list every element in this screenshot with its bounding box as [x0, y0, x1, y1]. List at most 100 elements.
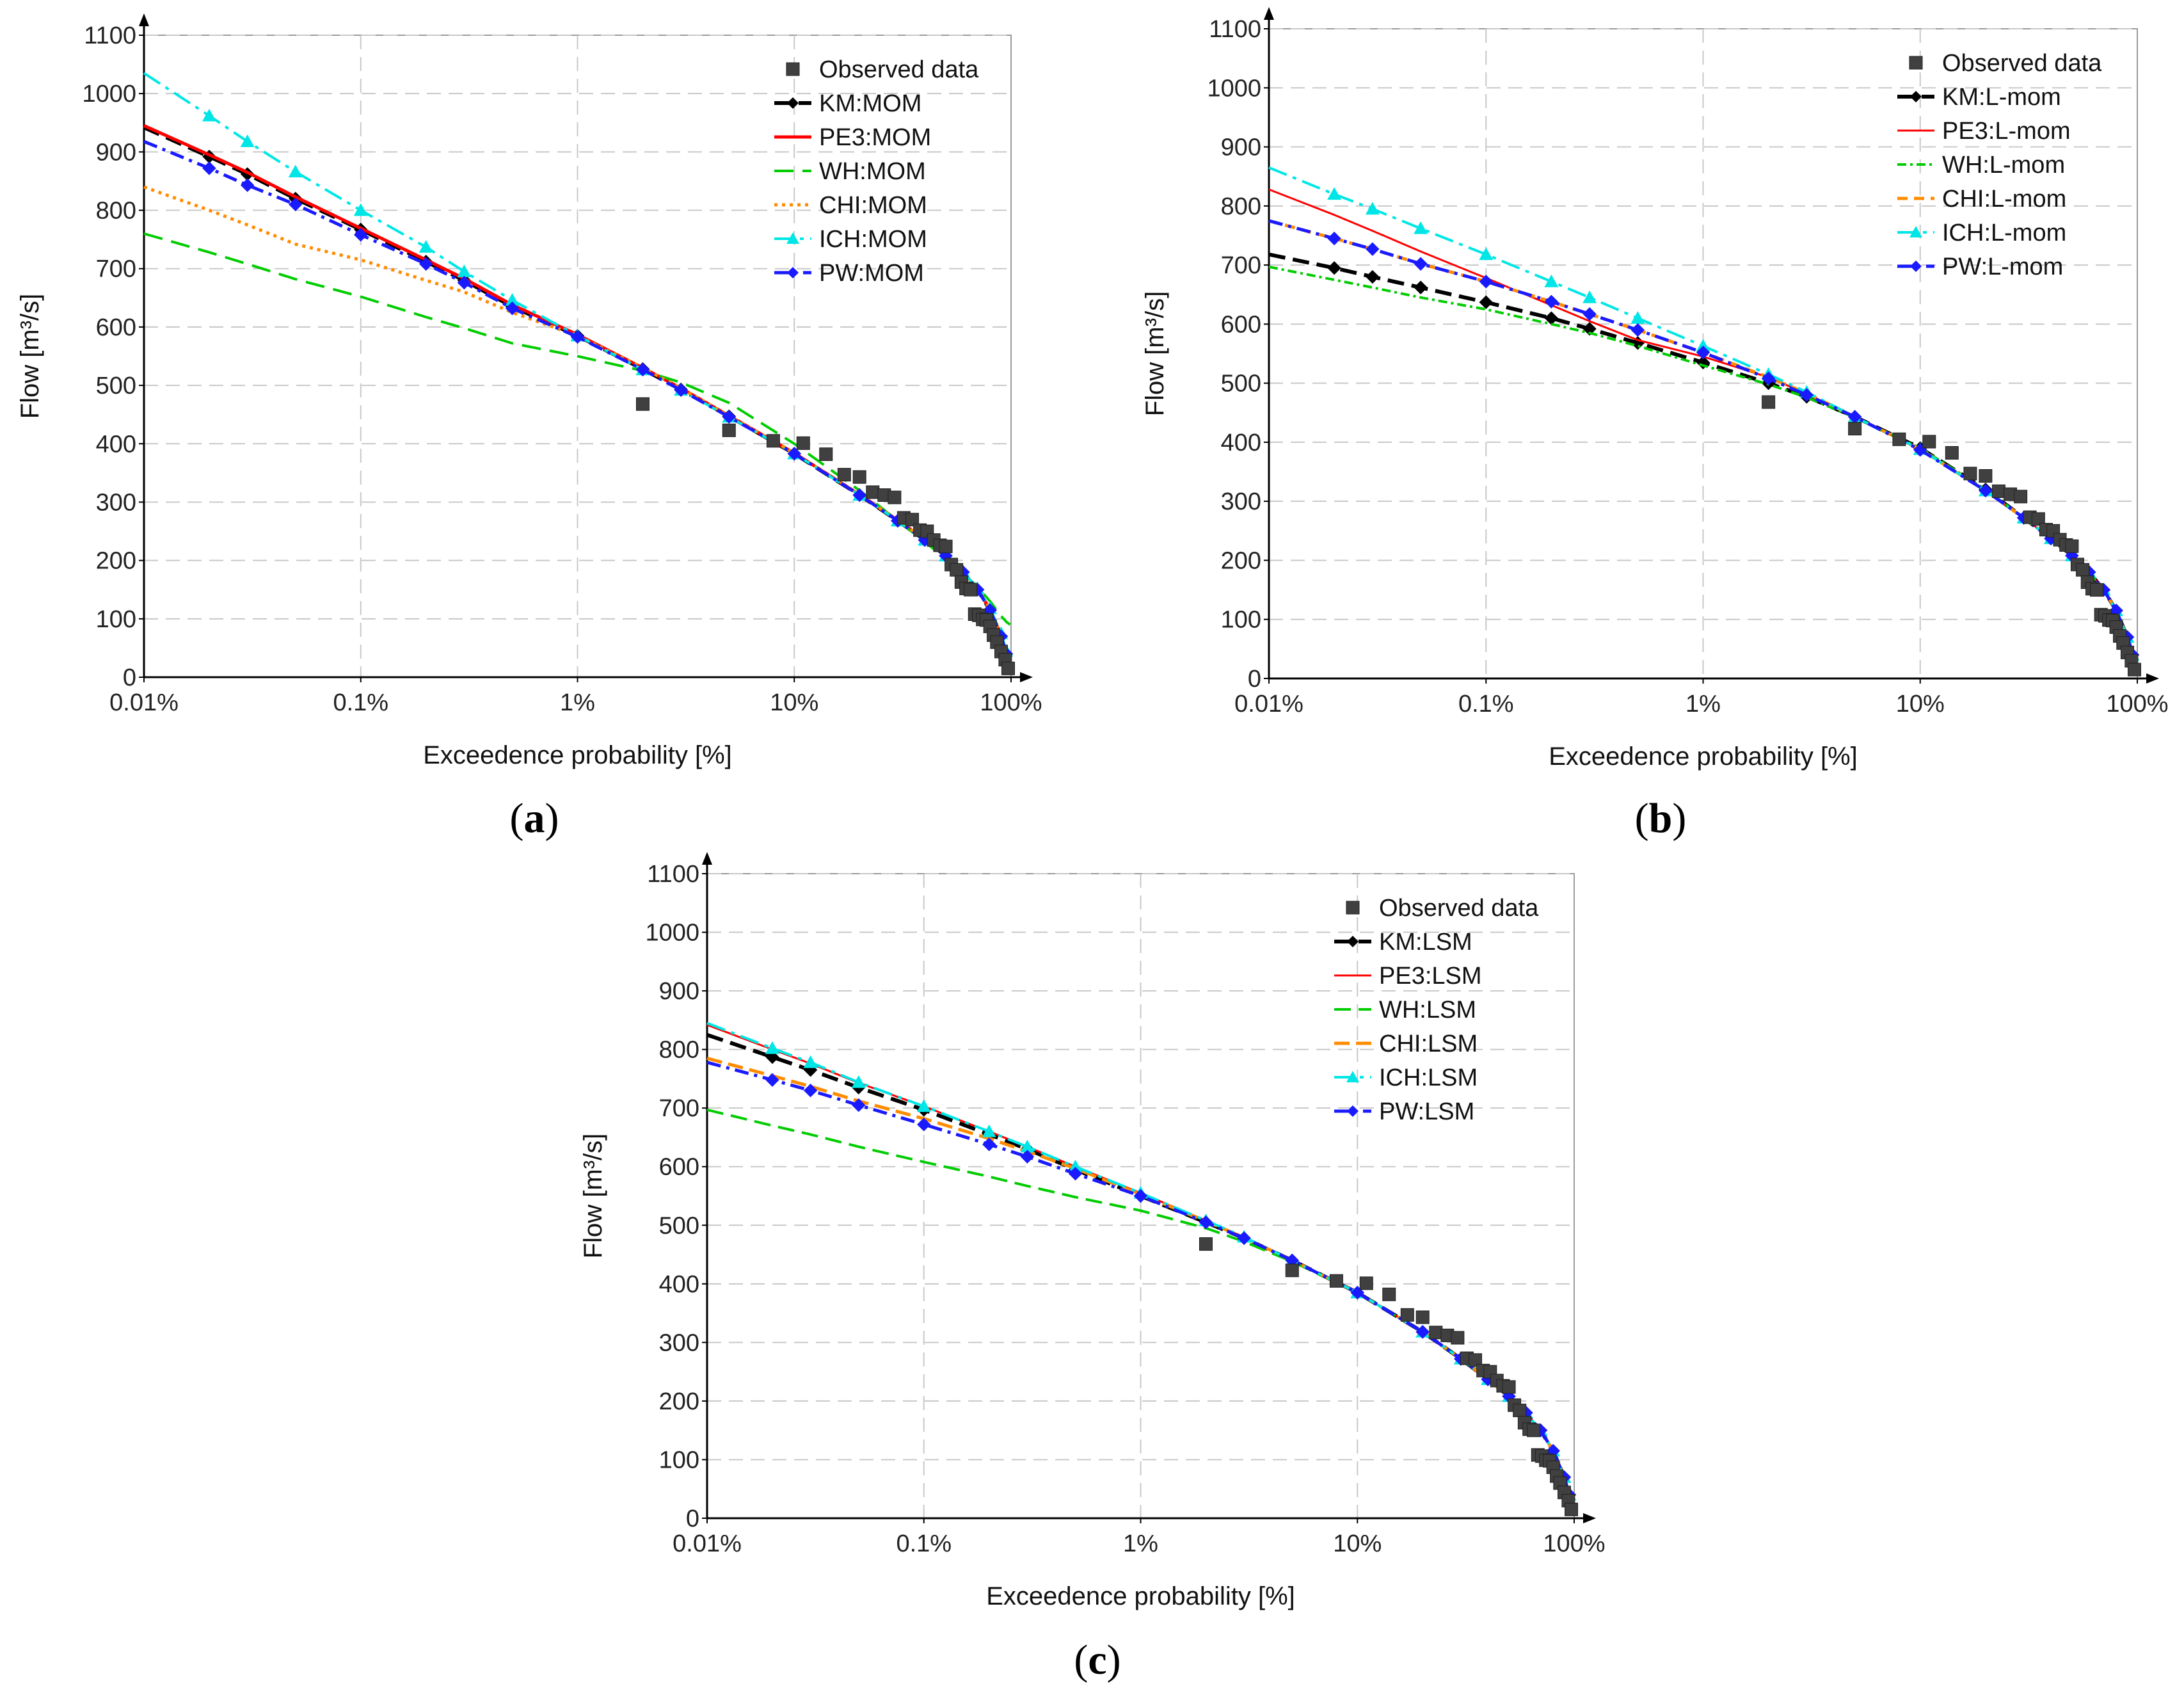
data-point: [1068, 1167, 1083, 1181]
observed-point: [2128, 662, 2142, 677]
series-observed-data: [1762, 395, 2142, 677]
data-point: [1761, 371, 1776, 385]
observed-point: [1963, 467, 1977, 481]
observed-point: [1979, 469, 1993, 483]
y-tick-label: 900: [659, 978, 699, 1005]
observed-point: [1359, 1276, 1373, 1290]
legend-label: Observed data: [1942, 50, 2102, 77]
data-point: [1414, 257, 1428, 271]
observed-point: [1762, 395, 1776, 409]
data-point: [765, 1041, 779, 1054]
observed-point: [1565, 1502, 1579, 1516]
data-point: [1415, 1325, 1430, 1339]
y-tick-label: 0: [1248, 666, 1261, 693]
x-tick-label: 0.01%: [1234, 691, 1303, 718]
legend-marker: [1346, 1071, 1359, 1082]
x-tick-label: 10%: [770, 689, 818, 716]
data-point: [852, 1098, 866, 1112]
x-tick-label: 0.1%: [333, 689, 388, 716]
data-point: [1582, 290, 1597, 303]
series-observed-data: [635, 397, 1016, 675]
x-tick-label: 0.01%: [673, 1530, 742, 1557]
observed-point: [1527, 1423, 1541, 1438]
legend-marker-observed: [786, 62, 800, 76]
legend-marker: [1910, 91, 1922, 102]
data-point: [1020, 1150, 1035, 1164]
legend-label: ICH:LSM: [1379, 1064, 1478, 1091]
legend: Observed data KM:L-mom PE3:L-mom WH:L-mom CH…: [1897, 50, 2102, 280]
legend-label: CHI:LSM: [1379, 1030, 1478, 1057]
observed-point: [888, 490, 902, 504]
data-point: [916, 1099, 931, 1112]
y-tick-label: 700: [96, 256, 136, 283]
data-point: [570, 330, 585, 344]
observed-point: [766, 434, 780, 448]
observed-point: [1513, 1404, 1527, 1418]
data-point: [851, 1075, 866, 1088]
x-tick-label: 1%: [560, 689, 595, 716]
data-point: [1630, 311, 1645, 324]
observed-point: [1199, 1237, 1213, 1251]
data-point: [457, 275, 472, 290]
observed-point: [1329, 1274, 1343, 1288]
panel-label: (b): [1635, 795, 1687, 842]
panel-label: (a): [510, 795, 559, 842]
panel-b: 0 100 200 300 400 500 600 700 800 900 1000 1100 0.01…: [1141, 7, 2169, 842]
y-tick-label: 300: [1221, 488, 1261, 515]
observed-point: [1382, 1287, 1396, 1301]
y-tick-label: 1000: [82, 81, 136, 108]
data-point: [1799, 388, 1814, 402]
observed-point: [1848, 422, 1862, 436]
observed-point: [905, 513, 920, 527]
data-point: [982, 1137, 996, 1151]
data-point: [635, 362, 650, 377]
y-tick-label: 1100: [1209, 16, 1261, 43]
observed-point: [2065, 539, 2079, 553]
observed-point: [1991, 484, 2005, 498]
observed-point: [819, 447, 833, 461]
series-line: [1268, 265, 2138, 676]
data-point: [1414, 280, 1428, 294]
legend-label: KM:MOM: [819, 90, 921, 117]
y-tick-label: 100: [96, 606, 136, 633]
panel-label: (c): [1074, 1637, 1120, 1683]
data-point: [353, 203, 368, 216]
y-tick-label: 200: [659, 1388, 699, 1415]
data-point: [1479, 295, 1493, 309]
legend-label: WH:LSM: [1379, 997, 1476, 1023]
legend-marker: [787, 267, 799, 278]
data-point: [1544, 294, 1559, 309]
y-axis-arrow: [139, 13, 149, 26]
observed-point: [852, 470, 866, 484]
y-tick-label: 400: [96, 431, 136, 458]
x-tick-label: 1%: [1686, 691, 1721, 718]
observed-point: [964, 582, 978, 597]
observed-point: [2090, 583, 2104, 597]
y-tick-label: 1100: [84, 22, 136, 49]
data-point: [803, 1084, 818, 1098]
data-point: [852, 488, 866, 502]
y-tick-label: 600: [659, 1154, 699, 1181]
legend-label: PE3:L-mom: [1942, 118, 2071, 145]
y-tick-label: 1000: [645, 920, 699, 947]
legend-label: PW:LSM: [1379, 1098, 1474, 1125]
data-point: [202, 161, 216, 175]
series-observed-data: [1199, 1237, 1579, 1516]
observed-point: [1285, 1263, 1299, 1278]
legend-marker-observed: [1346, 901, 1360, 915]
observed-point: [1892, 432, 1906, 446]
y-tick-label: 500: [1221, 371, 1261, 397]
observed-point: [1502, 1380, 1516, 1394]
y-tick-label: 300: [659, 1329, 699, 1356]
y-tick-label: 600: [96, 314, 136, 341]
data-point: [505, 301, 520, 316]
y-tick-label: 0: [123, 664, 136, 691]
observed-point: [1451, 1331, 1465, 1345]
observed-point: [1922, 435, 1936, 449]
data-point: [240, 134, 255, 147]
data-point: [803, 1055, 818, 1068]
legend-label: Observed data: [1379, 895, 1539, 922]
data-point: [1582, 307, 1597, 321]
legend-marker-observed: [1909, 56, 1923, 70]
